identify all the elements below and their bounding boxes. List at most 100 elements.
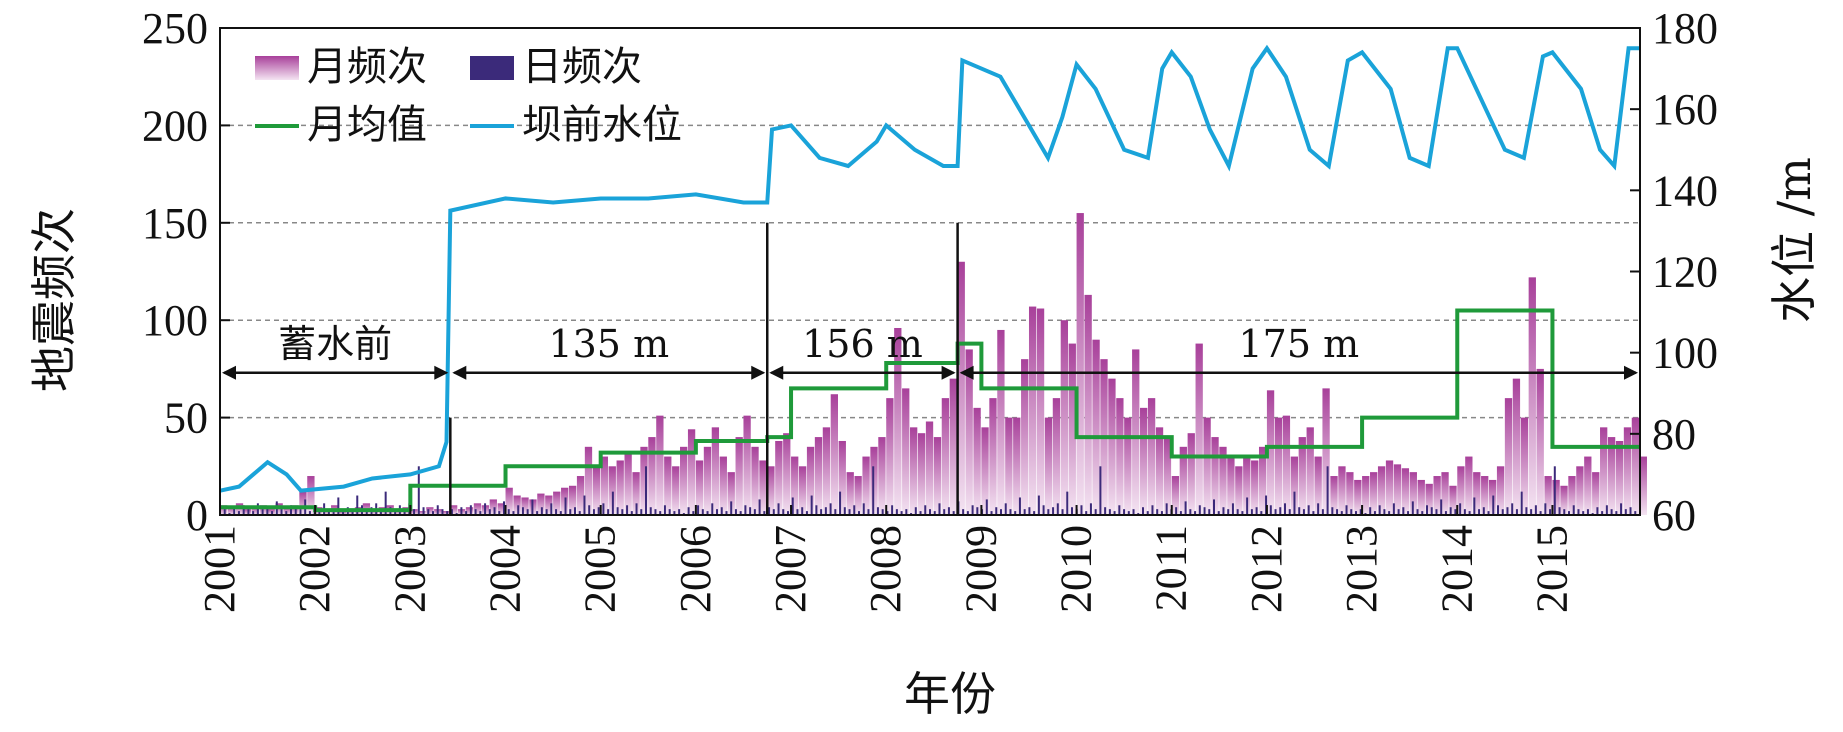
- monthly-bar: [1243, 456, 1251, 515]
- monthly-bar: [442, 511, 450, 515]
- period-label: 蓄水前: [278, 322, 392, 366]
- monthly-bar: [1496, 466, 1505, 515]
- legend-label: 坝前水位: [522, 102, 682, 148]
- x-tick-label: 2006: [671, 525, 720, 613]
- arrowhead-right: [941, 365, 956, 380]
- monthly-bar: [1251, 460, 1259, 515]
- monthly-bar: [735, 437, 743, 515]
- y-tick-label-right: 120: [1652, 248, 1718, 297]
- monthly-bar: [1417, 479, 1425, 515]
- monthly-bar: [1092, 339, 1100, 515]
- monthly-bar: [1116, 398, 1124, 515]
- monthly-bar: [703, 446, 712, 515]
- arrowhead-left: [452, 365, 467, 380]
- monthly-bar: [1370, 472, 1378, 515]
- monthly-bar: [608, 466, 616, 515]
- monthly-bar: [473, 503, 482, 515]
- monthly-bar: [1354, 479, 1362, 515]
- monthly-bar: [1449, 485, 1457, 515]
- monthly-bar: [307, 476, 315, 515]
- monthly-bar: [220, 505, 228, 515]
- monthly-bar: [1235, 466, 1243, 515]
- y-tick-label-left: 50: [164, 394, 208, 443]
- monthly-bar: [1322, 388, 1330, 515]
- x-tick-label: 2004: [481, 525, 530, 613]
- monthly-bar: [933, 437, 942, 515]
- monthly-bar: [1552, 479, 1560, 515]
- monthly-bar: [1592, 472, 1600, 515]
- legend-label: 日频次: [522, 44, 642, 90]
- monthly-bar: [1409, 472, 1417, 515]
- arrowhead-left: [769, 365, 784, 380]
- monthly-bar: [1036, 308, 1045, 515]
- x-tick-label: 2008: [861, 525, 910, 613]
- y-tick-label-left: 200: [142, 101, 208, 150]
- monthly-bar: [1290, 456, 1299, 515]
- monthly-bar: [680, 446, 688, 515]
- monthly-bar: [695, 460, 704, 515]
- monthly-bar: [1258, 446, 1267, 515]
- monthly-bar: [886, 398, 894, 515]
- monthly-bar: [1163, 437, 1172, 515]
- monthly-bar: [545, 495, 553, 515]
- monthly-bar: [616, 460, 624, 515]
- x-tick-label: 2015: [1527, 525, 1576, 613]
- monthly-bar: [1195, 343, 1203, 515]
- monthly-bar: [1274, 417, 1283, 515]
- monthly-bar: [973, 407, 981, 515]
- monthly-bar: [1005, 417, 1013, 515]
- arrowhead-left: [222, 365, 236, 380]
- monthly-bar: [1504, 398, 1513, 515]
- arrowhead-right: [751, 365, 766, 380]
- monthly-bar: [1108, 378, 1116, 515]
- monthly-bar: [1481, 476, 1489, 515]
- monthly-bar: [1266, 390, 1275, 515]
- monthly-bar: [624, 452, 632, 515]
- monthly-bar: [1060, 320, 1069, 515]
- monthly-bar: [1179, 446, 1187, 515]
- water-level-line: [219, 44, 1640, 493]
- period-label: 156 m: [802, 322, 923, 366]
- monthly-bar: [751, 446, 759, 515]
- monthly-bar: [838, 440, 846, 515]
- monthly-bar: [1639, 456, 1647, 515]
- monthly-bar: [925, 421, 934, 515]
- x-tick-label: 2014: [1432, 525, 1481, 613]
- monthly-bar: [1306, 427, 1314, 515]
- monthly-bar: [711, 427, 720, 515]
- x-tick-label: 2012: [1242, 525, 1291, 613]
- x-axis-title: 年份: [904, 667, 996, 721]
- x-tick-label: 2003: [385, 525, 434, 613]
- period-label: 135 m: [548, 322, 669, 366]
- y-tick-label-right: 60: [1652, 491, 1696, 540]
- monthly-bar: [1052, 398, 1061, 515]
- y-tick-label-right: 180: [1652, 4, 1718, 53]
- monthly-bar: [1140, 407, 1148, 515]
- monthly-bar: [1132, 349, 1140, 515]
- monthly-bar: [513, 495, 521, 515]
- monthly-bar: [791, 456, 799, 515]
- monthly-bar: [1155, 427, 1164, 515]
- monthly-bar: [775, 440, 783, 515]
- monthly-bar: [505, 487, 513, 515]
- legend-label: 月均值: [307, 102, 427, 148]
- monthly-bar: [727, 472, 735, 515]
- monthly-bar: [600, 456, 608, 515]
- monthly-bar: [965, 349, 973, 515]
- legend-swatch-monthly: [255, 56, 299, 80]
- water-level-path: [219, 44, 1640, 493]
- monthly-bar: [299, 491, 307, 515]
- x-tick-label: 2009: [956, 525, 1005, 613]
- monthly-bar: [1473, 472, 1481, 515]
- legend-label: 月频次: [307, 44, 427, 90]
- x-tick-label: 2010: [1052, 525, 1101, 613]
- monthly-bar: [656, 415, 664, 515]
- monthly-bar: [1330, 476, 1338, 515]
- monthly-bar: [568, 485, 577, 515]
- monthly-bar: [465, 507, 474, 515]
- monthly-bar: [957, 261, 965, 515]
- monthly-bar: [1028, 306, 1037, 515]
- arrowhead-left: [959, 365, 974, 380]
- monthly-bar: [814, 437, 823, 515]
